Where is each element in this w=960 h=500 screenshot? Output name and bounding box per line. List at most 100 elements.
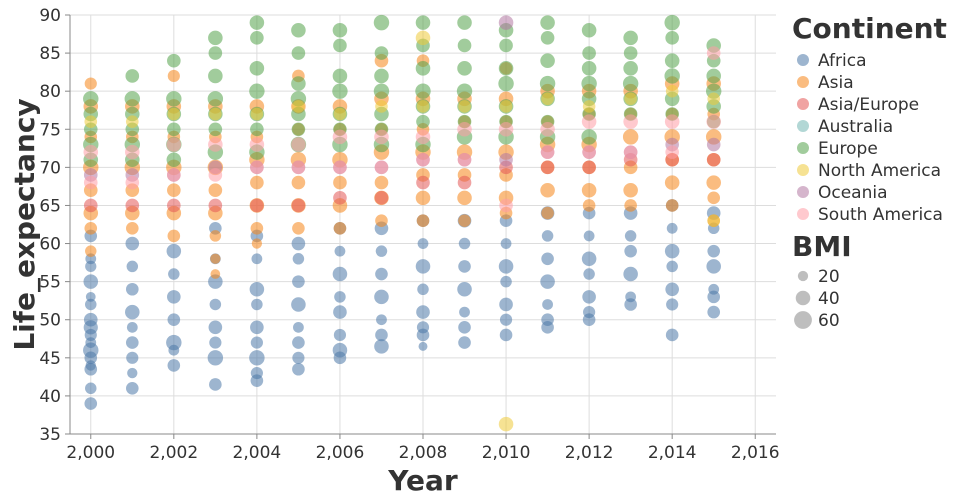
data-point <box>85 291 96 302</box>
data-point <box>375 328 388 342</box>
data-point <box>373 14 390 31</box>
data-point <box>208 137 223 152</box>
data-point <box>581 75 597 92</box>
legend-continent-swatch <box>797 54 809 66</box>
data-point <box>706 152 721 167</box>
data-point <box>459 306 470 318</box>
data-point <box>85 298 97 311</box>
data-point <box>707 92 721 106</box>
data-point <box>457 175 472 190</box>
data-point <box>291 236 306 251</box>
data-point <box>83 175 98 190</box>
data-point <box>457 281 472 297</box>
data-point <box>291 160 306 175</box>
data-point <box>374 129 389 145</box>
data-point <box>458 336 471 349</box>
data-point <box>125 198 140 213</box>
data-point <box>623 30 638 46</box>
data-point <box>374 68 389 84</box>
legend-continent-label: Oceania <box>818 183 888 203</box>
data-point <box>208 46 223 60</box>
data-point <box>665 328 679 342</box>
data-point <box>706 114 721 129</box>
data-point <box>375 267 388 281</box>
data-point <box>541 206 554 220</box>
data-point <box>583 268 595 280</box>
data-point <box>665 84 679 98</box>
data-point <box>249 350 265 366</box>
data-point <box>666 298 679 311</box>
data-point <box>333 107 347 121</box>
data-point <box>541 252 554 266</box>
data-point <box>499 328 513 342</box>
data-point <box>333 351 347 365</box>
data-point <box>207 91 224 107</box>
data-point <box>457 121 472 137</box>
data-point <box>457 15 472 30</box>
data-point <box>706 137 721 152</box>
data-point <box>291 22 306 38</box>
data-point <box>624 230 637 242</box>
data-point <box>126 351 139 364</box>
data-point <box>499 152 513 167</box>
data-point <box>292 336 305 349</box>
data-point <box>707 305 721 319</box>
data-point <box>210 253 221 264</box>
data-point <box>706 175 721 190</box>
data-point <box>291 76 306 91</box>
data-point <box>83 274 99 289</box>
data-point <box>374 175 389 190</box>
data-point <box>417 238 429 249</box>
data-point <box>581 129 597 145</box>
data-point <box>333 175 347 190</box>
data-point <box>166 137 182 152</box>
y-tick-label: 90 <box>39 6 61 26</box>
data-point <box>167 183 181 198</box>
data-point <box>622 75 639 92</box>
data-point <box>209 336 222 349</box>
axes: 2,000 2,002 2,004 2,006 2,008 2,010 2,012 2,014… <box>8 6 780 497</box>
legend-bmi-swatch <box>795 290 811 306</box>
data-point <box>251 238 263 249</box>
data-point <box>208 68 223 84</box>
y-tick-label: 80 <box>39 82 61 102</box>
data-point <box>84 222 98 235</box>
data-point <box>664 114 680 129</box>
data-point <box>291 198 306 213</box>
data-point <box>622 129 639 145</box>
legend-bmi-label: 40 <box>818 289 840 309</box>
data-point <box>665 31 679 45</box>
data-point <box>624 199 637 212</box>
data-point <box>665 282 679 297</box>
data-point <box>167 122 181 137</box>
data-point <box>540 182 555 198</box>
data-point <box>292 275 305 288</box>
data-point <box>583 230 595 242</box>
data-point <box>125 282 139 296</box>
data-point <box>665 145 679 159</box>
data-point <box>167 107 181 121</box>
legend-bmi-title: BMI <box>792 230 852 263</box>
data-point <box>458 100 471 113</box>
data-point <box>498 75 514 92</box>
legend-bmi-label: 20 <box>818 267 840 287</box>
legend-continent-label: Africa <box>818 51 867 71</box>
data-point <box>457 38 472 53</box>
x-tick-label: 2,000 <box>66 443 115 463</box>
x-tick-label: 2,016 <box>731 443 780 463</box>
data-point <box>167 313 181 327</box>
data-point <box>581 251 597 267</box>
data-point <box>581 61 597 76</box>
data-point <box>623 145 638 159</box>
data-point <box>126 321 138 333</box>
data-point <box>624 298 637 311</box>
data-point <box>332 129 348 145</box>
data-point <box>458 237 471 250</box>
data-point <box>456 83 473 99</box>
data-point <box>332 22 348 38</box>
data-point <box>167 53 181 68</box>
data-point <box>334 291 346 303</box>
data-point <box>250 31 264 45</box>
